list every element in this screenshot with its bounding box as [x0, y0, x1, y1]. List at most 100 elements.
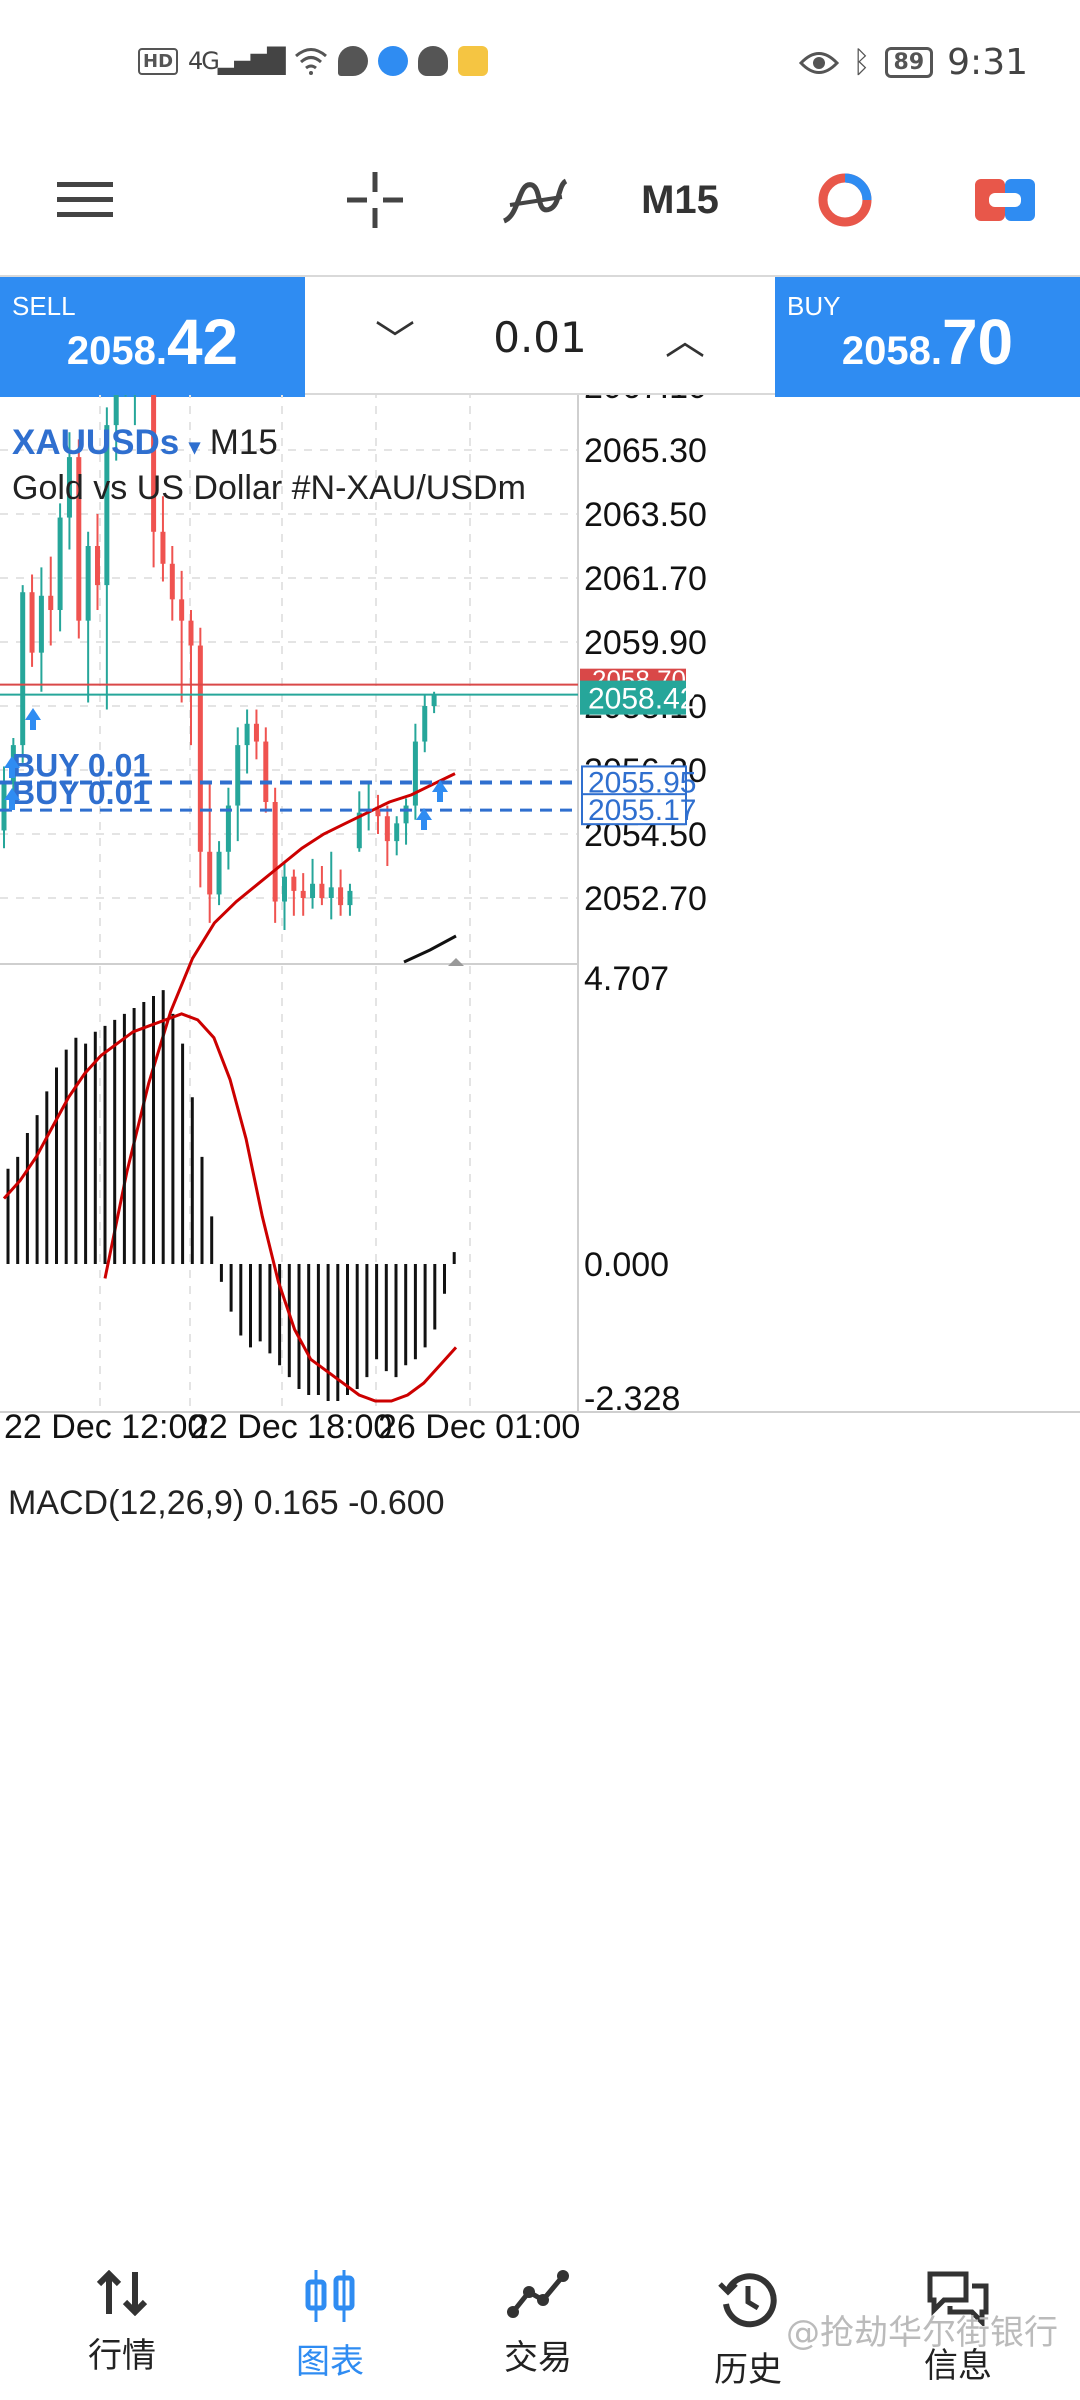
candle-body	[29, 592, 35, 653]
trade-icon	[507, 2270, 569, 2318]
candle-body	[225, 805, 231, 852]
candle-body	[412, 741, 418, 806]
candle-body	[207, 851, 213, 895]
signal-icon: 4G▂▄▆█	[188, 47, 286, 75]
price-tick-label: 2067.10	[584, 395, 707, 406]
trade-panel-toggle[interactable]	[950, 140, 1060, 260]
toggle-icon	[975, 179, 1035, 221]
bid-price-label: 2058.42	[588, 683, 696, 716]
increase-lot-button[interactable]: ︿	[664, 318, 705, 364]
moving-average-line	[103, 772, 456, 1279]
candle-body	[151, 395, 157, 532]
price-tick-label: 2052.70	[584, 880, 707, 918]
qq-icon	[417, 46, 448, 76]
clock-icon	[818, 173, 872, 227]
price-tick-label: 2063.50	[584, 496, 707, 534]
candle-body	[300, 890, 306, 898]
nav-chart-label: 图表	[296, 2342, 364, 2382]
symbol-name: XAUUSDs	[12, 423, 180, 462]
macd-tick-label: -2.328	[584, 1380, 680, 1418]
decrease-lot-button[interactable]: ﹀	[375, 318, 415, 364]
candle-body	[197, 645, 203, 852]
indicator-label: MACD(12,26,9) 0.165 -0.600	[8, 1484, 445, 1522]
time-tick-label: 22 Dec 18:00	[190, 1408, 392, 1446]
order-price-tag	[581, 793, 687, 826]
chart-icon	[305, 2270, 355, 2322]
candle-body	[431, 695, 437, 706]
candle-body	[356, 812, 362, 849]
candle-body	[384, 816, 390, 842]
nav-quotes-label: 行情	[88, 2336, 156, 2376]
crosshair-button[interactable]	[320, 140, 430, 260]
candle-body	[169, 563, 175, 600]
buy-price: 2058.70	[841, 306, 1014, 378]
nav-messages[interactable]: 信息	[858, 2200, 1058, 2400]
candle-body	[253, 723, 259, 742]
buy-label: BUY	[787, 291, 841, 321]
price-tick-label: 2059.90	[584, 624, 707, 662]
candle-body	[282, 876, 287, 902]
nav-chart[interactable]: 图表	[230, 2200, 430, 2400]
price-chart[interactable]: 2068.902067.102065.302063.502061.702059.…	[0, 395, 1080, 2175]
nav-quotes[interactable]: 行情	[22, 2200, 222, 2400]
order-price-label: 2055.17	[588, 794, 696, 827]
timeframe-button[interactable]: M15	[620, 140, 740, 260]
nav-history[interactable]: 历史	[648, 2200, 848, 2400]
time-tick-label: 26 Dec 01:00	[378, 1408, 580, 1446]
macd-tick-label: 4.707	[584, 960, 669, 998]
candle-body	[319, 883, 325, 898]
shift-marker-icon	[448, 958, 464, 966]
indicators-button[interactable]	[480, 140, 590, 260]
candle-body	[113, 395, 119, 426]
bid-price-tag	[580, 680, 686, 715]
candle-body	[338, 887, 344, 906]
candle-body	[347, 890, 353, 906]
candle-body	[85, 546, 91, 621]
candle-body	[38, 595, 44, 653]
nav-trade[interactable]: 交易	[438, 2200, 638, 2400]
macd-signal-line	[2, 1012, 458, 1403]
symbol-timeframe: M15	[209, 423, 278, 462]
lot-selector: ﹀ 0.01 ︿	[305, 277, 775, 397]
nav-trade-label: 交易	[504, 2338, 572, 2378]
nav-history-label: 历史	[714, 2350, 782, 2390]
bluetooth-icon: ᛒ	[852, 45, 871, 80]
sell-label: SELL	[12, 291, 76, 321]
candle-body	[160, 531, 166, 564]
buy-arrow-icon	[4, 756, 20, 778]
timeframe-label: M15	[641, 177, 719, 222]
candle-body	[48, 595, 54, 610]
lot-size[interactable]: 0.01	[493, 312, 587, 362]
buy-arrow-icon	[432, 780, 448, 802]
hd-indicator: HD	[138, 47, 179, 75]
menu-button[interactable]	[30, 140, 140, 260]
candle-body	[1, 784, 7, 831]
nav-messages-label: 信息	[924, 2346, 992, 2386]
history-icon	[718, 2273, 777, 2328]
candle-body	[375, 809, 381, 817]
sell-button[interactable]: SELL 2058.42	[0, 277, 305, 397]
wifi-icon	[294, 48, 327, 75]
menu-icon	[57, 182, 113, 217]
status-bar: HD 4G▂▄▆█ ᛒ 89 9:31	[0, 0, 1080, 130]
macd-tick-label: 0.000	[584, 1246, 669, 1284]
candle-body	[216, 851, 222, 895]
candle-body	[244, 723, 250, 746]
sell-price: 2058.42	[66, 306, 239, 378]
battery-icon: 89	[884, 47, 934, 78]
candle-body	[403, 805, 409, 824]
candle-body	[76, 457, 82, 621]
symbol-header[interactable]: XAUUSDs ▾ M15	[12, 423, 278, 463]
order-price-tag	[581, 765, 687, 798]
candle-body	[104, 425, 110, 586]
price-tick-label: 2065.30	[584, 432, 707, 470]
one-click-button[interactable]	[790, 140, 900, 260]
order-label: BUY 0.01	[12, 775, 150, 811]
buy-arrow-icon	[4, 788, 20, 810]
crosshair-icon	[347, 172, 403, 228]
trade-bar: SELL 2058.42 ﹀ 0.01 ︿ BUY 2058.70	[0, 275, 1080, 397]
toolbar: M15	[0, 140, 1080, 260]
mail-icon	[457, 46, 488, 76]
buy-button[interactable]: BUY 2058.70	[775, 277, 1080, 397]
buy-arrow-icon	[25, 708, 41, 730]
